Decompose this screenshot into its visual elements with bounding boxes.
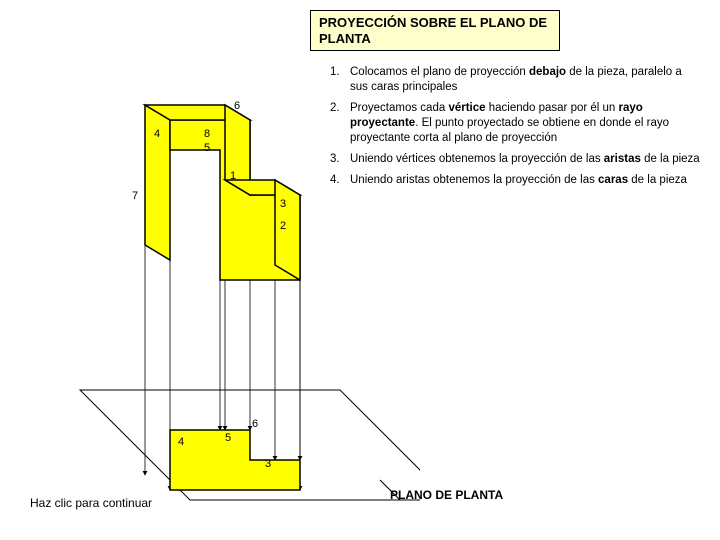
num-5: 5	[204, 142, 210, 154]
diagram-svg	[20, 60, 420, 520]
num-3: 3	[280, 198, 286, 210]
bnum-3: 3	[265, 458, 271, 470]
continue-link[interactable]: Haz clic para continuar	[30, 496, 152, 510]
bnum-4: 4	[178, 436, 184, 448]
bnum-5: 5	[225, 432, 231, 444]
num-1: 1	[230, 170, 236, 182]
iso-right	[275, 180, 300, 280]
num-2: 2	[280, 220, 286, 232]
proj-shape	[170, 430, 300, 490]
num-8: 8	[204, 128, 210, 140]
title-box: PROYECCIÓN SOBRE EL PLANO DE PLANTA	[310, 10, 560, 51]
plane-label: PLANO DE PLANTA	[390, 488, 503, 502]
num-6: 6	[234, 100, 240, 112]
num-7: 7	[132, 190, 138, 202]
diagram-container: 6 8 5 4 1 3 2 7 6 5 4 3	[20, 60, 420, 520]
num-4: 4	[154, 128, 160, 140]
bnum-6: 6	[252, 418, 258, 430]
title-text: PROYECCIÓN SOBRE EL PLANO DE PLANTA	[319, 15, 547, 46]
